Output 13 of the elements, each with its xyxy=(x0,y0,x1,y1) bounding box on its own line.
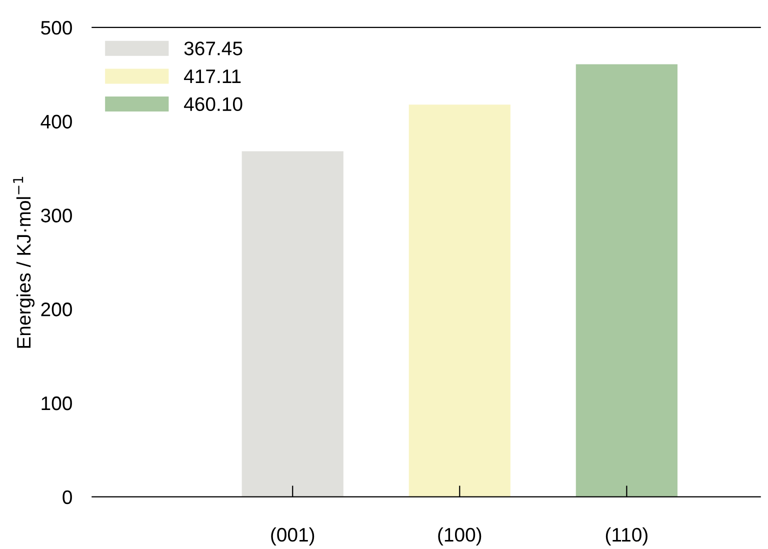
legend-label: 460.10 xyxy=(184,97,242,112)
y-tick-label: 200 xyxy=(41,302,72,316)
legend-label: 417.11 xyxy=(184,70,241,83)
y-tick-label: 500 xyxy=(41,20,72,35)
y-tick-label: 400 xyxy=(40,114,72,129)
legend-label: 367.45 xyxy=(184,42,242,56)
x-tick-label: (001) xyxy=(271,527,314,546)
y-axis-title: Energies / KJ·mol$^{−1}$ xyxy=(13,176,35,348)
x-tick-label: (110) xyxy=(606,527,648,546)
x-tick-label: (100) xyxy=(438,527,482,546)
y-tick-label: 300 xyxy=(41,208,72,222)
y-tick-label: 0 xyxy=(62,490,72,504)
y-tick-label: 100 xyxy=(42,396,72,410)
